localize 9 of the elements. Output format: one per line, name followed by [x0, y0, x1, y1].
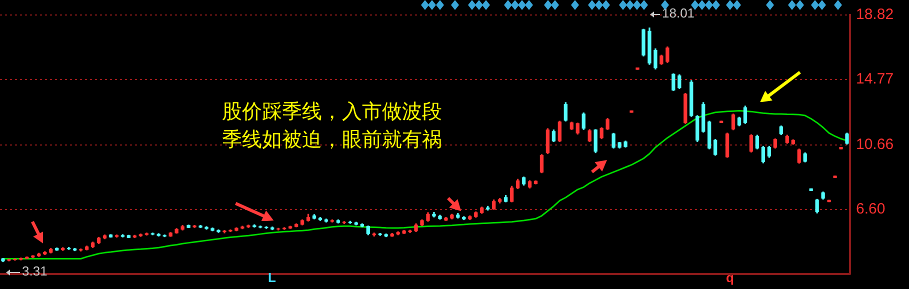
y-tick-label: 10.66	[856, 136, 894, 153]
annotation: 股价踩季线，入市做波段	[222, 99, 442, 123]
annotation: 季线如被迫，眼前就有祸	[222, 127, 442, 151]
annotation: q	[726, 270, 734, 285]
y-tick-label: 14.77	[856, 70, 894, 88]
annotation: L	[268, 270, 276, 285]
annotation: 18.01	[662, 6, 695, 21]
y-tick-label: 6.60	[856, 200, 886, 218]
y-tick-label: 18.82	[856, 6, 894, 24]
